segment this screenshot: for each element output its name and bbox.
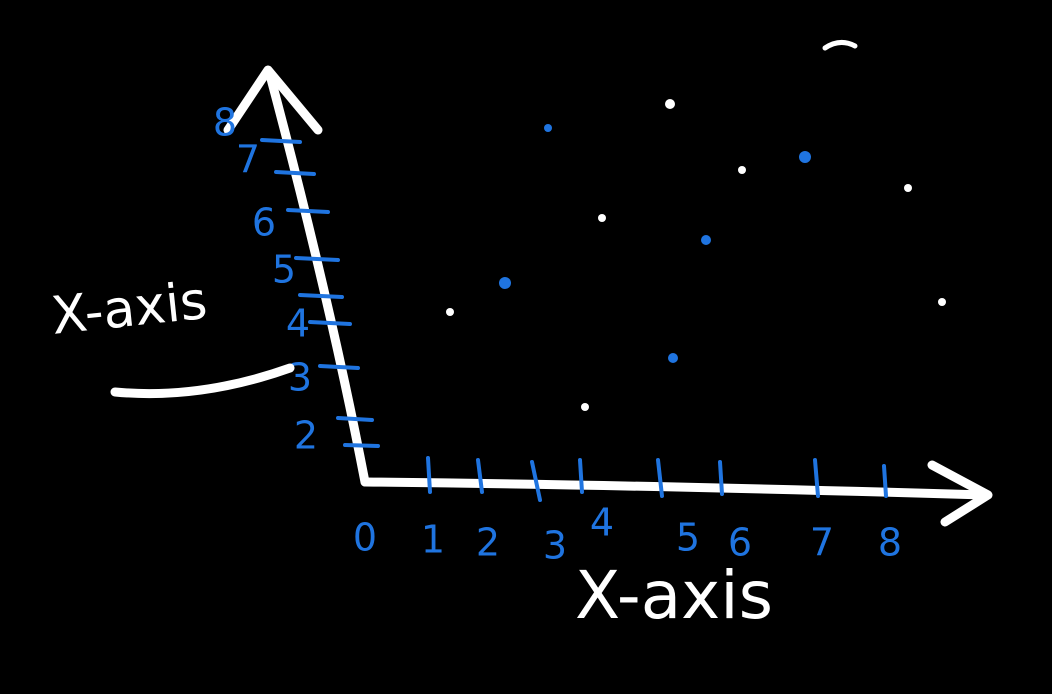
y-tick-label: 7 [236,138,260,182]
dot [938,298,946,306]
x-tick-label: 3 [543,524,567,568]
x-tick-label: 8 [878,521,902,565]
tick [294,256,340,262]
tick [286,208,330,214]
label-pointer [110,363,295,399]
tick [308,320,352,326]
dot [701,235,711,245]
tick [476,458,484,494]
tick [318,364,360,370]
y-ticks [260,138,380,448]
white-dots [446,99,946,411]
tick [656,458,664,498]
blue-dots [499,124,811,363]
y-tick-label: 5 [272,248,296,292]
x-tick-label: 2 [476,521,500,565]
y-tick-label: 2 [294,414,318,458]
stroke [822,40,858,51]
tick [813,458,820,498]
tick [530,460,542,502]
x-tick-label: 4 [590,501,614,545]
dot [544,124,552,132]
x-tick-label: 5 [676,516,700,560]
dot [598,214,606,222]
tick [578,458,584,494]
y-tick-label: 4 [286,302,310,346]
x-tick-label: 6 [728,521,752,565]
y-axis-arrow [223,65,323,135]
tick [882,464,888,498]
y-tick-label: 3 [288,356,312,400]
x-ticks [426,456,888,502]
tick [343,443,380,448]
dot [668,353,678,363]
tick [718,460,724,496]
dot [499,277,511,289]
y-tick-label: 8 [213,101,237,145]
y-axis-line [265,70,370,487]
dot [581,403,589,411]
dot [904,184,912,192]
y-tick-label: 6 [252,201,276,245]
x-tick-label: 0 [353,516,377,560]
x-axis-arrow [927,460,993,527]
tick [426,456,432,494]
tick [260,138,302,144]
x-axis-label: X-axis [575,557,773,634]
dot [738,166,746,174]
x-tick-label: 7 [810,521,834,565]
dot [665,99,675,109]
tick [274,170,316,176]
x-tick-label: 1 [421,518,445,562]
dot [799,151,811,163]
tick [298,293,344,299]
tick [336,416,374,422]
dot [446,308,454,316]
